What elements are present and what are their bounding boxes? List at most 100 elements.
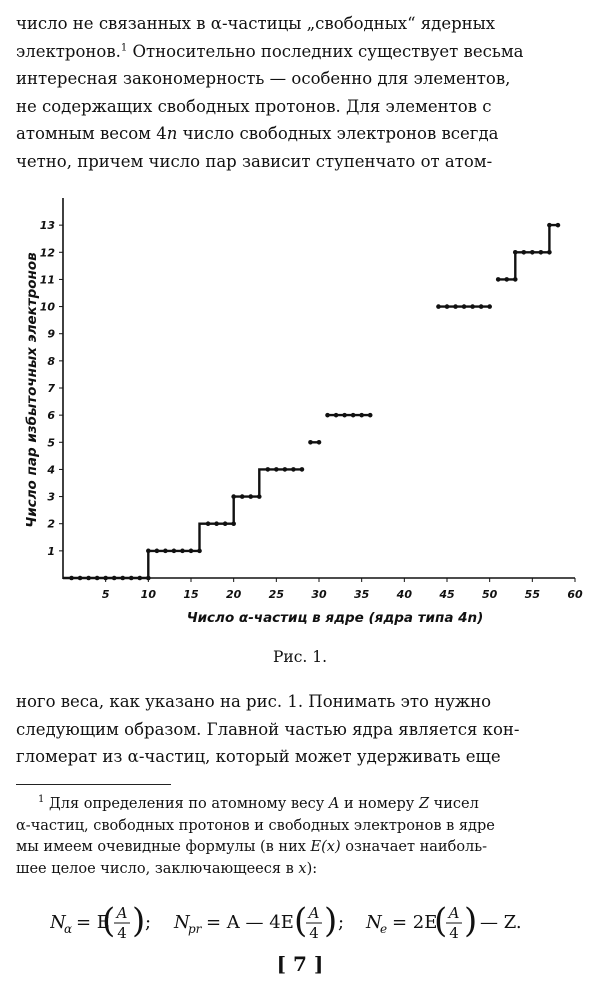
step-chart: 5 10 15 20 25 30 35 40 45 50 55 6012345678910111213… <box>24 198 583 626</box>
x-tick-label: 60 <box>567 588 583 601</box>
figure-caption: Рис. 1. <box>272 648 328 666</box>
data-point <box>495 277 501 282</box>
formula-eq1: = E <box>76 912 110 933</box>
footnote-line: шее целое число, заключающееся в x): <box>16 859 584 881</box>
data-point <box>154 548 160 554</box>
text-span: шее целое число, заключающееся в <box>16 860 294 877</box>
data-point <box>239 494 245 499</box>
text-line: число не связанных в α-частицы „свободны… <box>16 14 496 33</box>
y-tick-label: 3 <box>47 491 55 504</box>
data-point <box>512 249 518 255</box>
data-point <box>538 249 544 255</box>
data-point <box>444 304 450 309</box>
x-tick-label: 20 <box>226 588 242 601</box>
formula-tail: — Z. <box>480 912 522 933</box>
formula-n-e: N <box>365 912 383 933</box>
paragraph-top: число не связанных в α-частицы „свободны… <box>16 10 584 175</box>
data-point <box>231 521 236 527</box>
text-line: электронов.1 Относительно последних суще… <box>16 38 584 66</box>
formula-eq2: = A — 4E <box>206 912 294 933</box>
y-tick-label: 8 <box>47 355 55 368</box>
text-span: чисел <box>433 796 479 812</box>
formula-sep: ; <box>145 912 151 933</box>
x-tick-label: 15 <box>183 588 199 601</box>
x-tick-label: 40 <box>396 588 413 601</box>
data-point <box>308 439 313 445</box>
data-point <box>205 521 211 527</box>
text-span: означает наиболь- <box>345 839 488 855</box>
y-tick-label: 12 <box>40 246 56 259</box>
footnote-line: 1 Для определения по атомному весу A и н… <box>16 794 584 816</box>
x-tick-label: 25 <box>269 588 285 601</box>
formula-frac-den: 4 <box>309 924 319 942</box>
y-tick-label: 1 <box>47 545 55 558</box>
variable-Z: Z <box>418 796 430 812</box>
data-point <box>350 412 356 418</box>
data-point <box>214 521 219 527</box>
x-tick-label: 10 <box>141 588 157 601</box>
data-point <box>470 304 475 309</box>
formula-paren: ( <box>294 901 307 941</box>
data-point <box>342 412 347 418</box>
data-point <box>547 249 552 255</box>
variable-A: A <box>328 796 340 812</box>
data-point <box>120 575 126 581</box>
data-point <box>282 467 288 472</box>
data-point <box>146 548 151 554</box>
data-point <box>547 222 552 228</box>
data-point <box>530 249 535 255</box>
data-point <box>222 521 228 527</box>
footnote-divider <box>16 784 171 785</box>
variable-Ex: E(x) <box>310 839 341 855</box>
data-point <box>94 575 100 581</box>
formula-frac-den: 4 <box>117 924 127 942</box>
data-point <box>333 412 339 418</box>
text-line: интересная закономерность — особенно для… <box>16 69 511 88</box>
footnote-mark: 1 <box>38 794 45 806</box>
x-tick-label: 55 <box>525 588 541 601</box>
data-point <box>461 304 467 309</box>
text-line: четно, причем число пар зависит ступенча… <box>16 151 493 171</box>
data-point <box>163 548 168 554</box>
data-point <box>316 439 322 445</box>
data-point <box>77 575 83 581</box>
formula-sep: ; <box>338 912 344 933</box>
formula-paren: ) <box>132 901 145 941</box>
data-point <box>265 467 271 472</box>
text-span: Для определения по атомному весу <box>48 796 325 812</box>
data-point <box>103 575 108 581</box>
data-point <box>180 548 185 554</box>
text-line: не содержащих свободных протонов. Для эл… <box>16 96 492 116</box>
data-point <box>436 304 441 309</box>
formula-frac-num: A <box>447 904 460 922</box>
formula-n-pr: N <box>173 912 191 933</box>
formula-paren: ( <box>434 901 447 941</box>
y-tick-label: 10 <box>40 301 56 314</box>
y-tick-label: 7 <box>47 382 55 395</box>
formula: N α = E ( A 4 ) ; N pr = A — 4E ( A 4 ) … <box>50 901 522 942</box>
x-tick-label: 30 <box>311 588 327 601</box>
data-point <box>197 548 202 554</box>
data-point <box>453 304 458 309</box>
x-tick-label: 35 <box>354 588 370 601</box>
data-point <box>69 575 74 581</box>
data-point <box>86 575 91 581</box>
x-tick-label: 50 <box>482 588 498 601</box>
data-point <box>248 494 254 499</box>
page-number: [ 7 ] <box>276 952 324 976</box>
y-tick-label: 4 <box>46 463 55 476</box>
variable-x: x <box>298 860 307 877</box>
step-line <box>63 223 558 580</box>
data-point <box>478 304 484 309</box>
data-point <box>487 304 492 309</box>
y-tick-label: 9 <box>47 328 55 341</box>
text-span: мы имеем очевидные формулы (в них <box>16 839 306 855</box>
text-span: Относительно последних существует весьма <box>132 41 524 61</box>
formula-frac-num: A <box>307 904 320 922</box>
data-point <box>512 277 518 282</box>
data-series <box>63 222 561 581</box>
y-tick-label: 6 <box>47 409 55 422</box>
text-span: атомным весом 4 <box>16 124 167 143</box>
text-span: электронов. <box>16 41 121 61</box>
